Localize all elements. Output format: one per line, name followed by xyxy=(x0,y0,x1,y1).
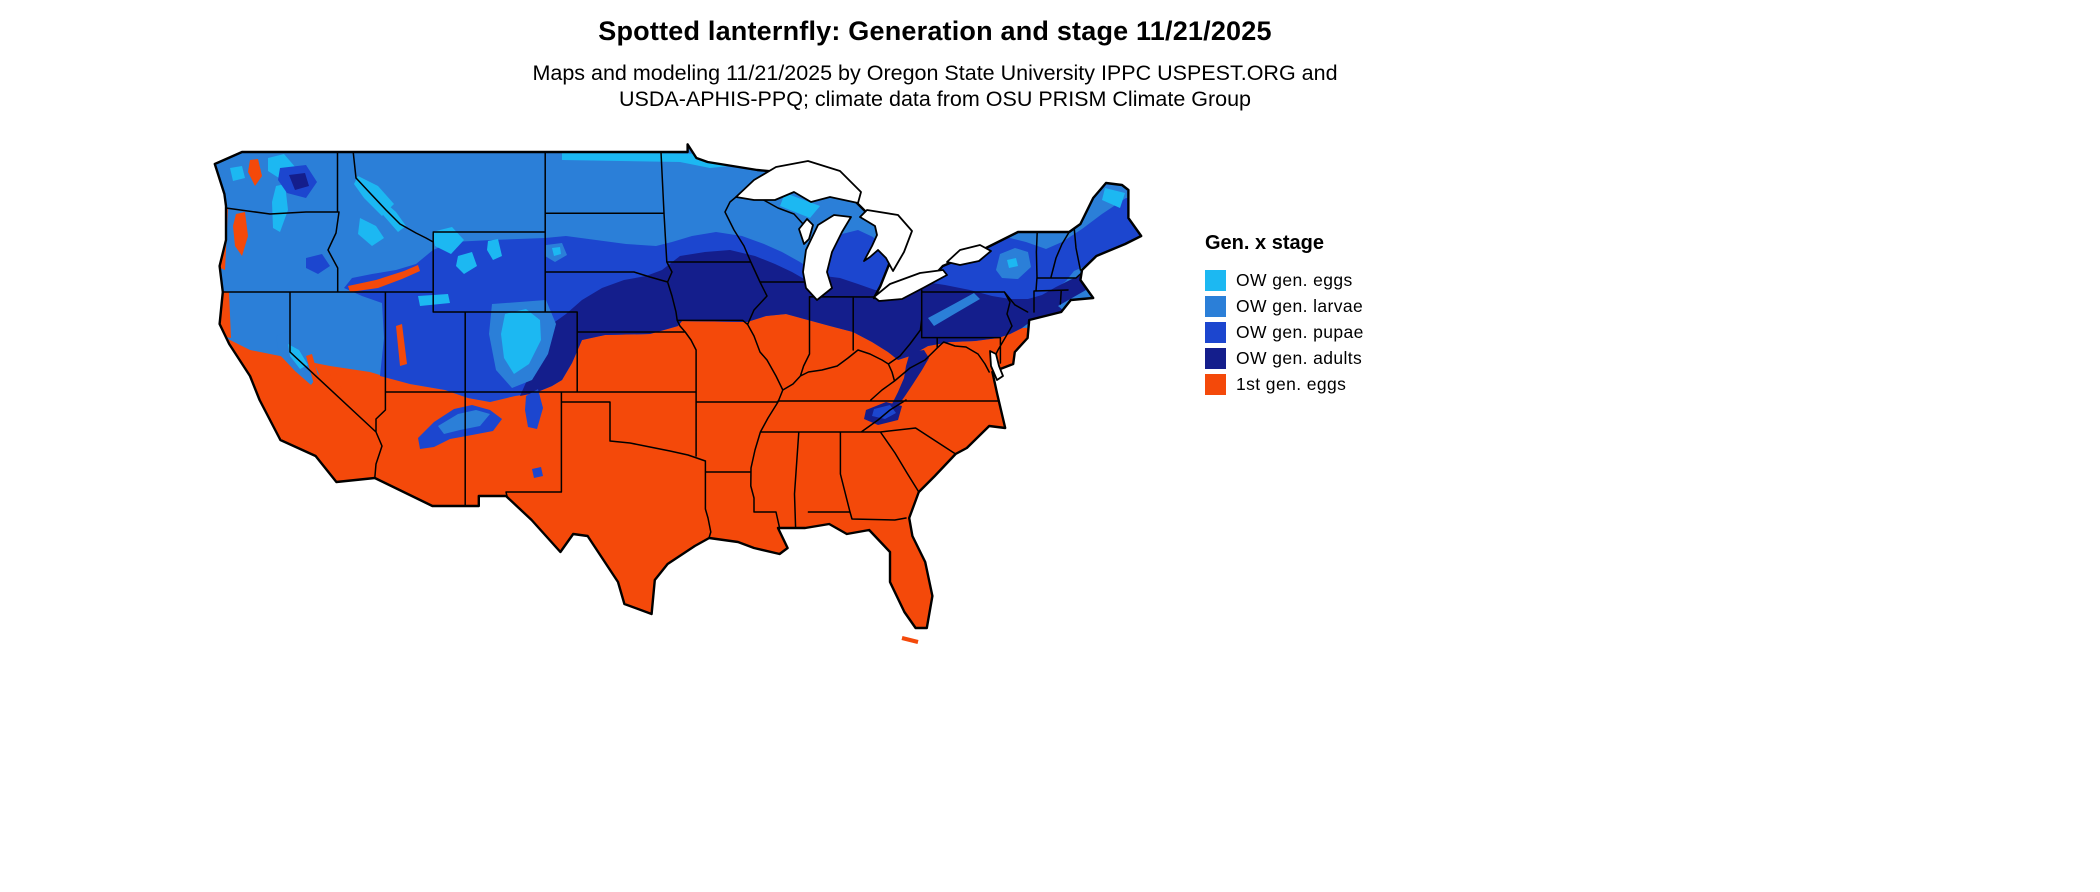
legend-item: OW gen. pupae xyxy=(1205,319,1364,345)
legend-swatch-ow-eggs xyxy=(1205,269,1226,291)
subtitle-line-1: Maps and modeling 11/21/2025 by Oregon S… xyxy=(532,61,1338,85)
chesapeake-bay xyxy=(989,350,1004,381)
legend-label: OW gen. adults xyxy=(1236,347,1363,368)
lake-superior xyxy=(735,160,862,204)
lake-erie xyxy=(873,269,948,302)
legend-swatch-ow-pupae xyxy=(1205,321,1226,343)
legend-item: OW gen. larvae xyxy=(1205,293,1364,319)
lake-ontario xyxy=(946,244,992,266)
lake-huron xyxy=(859,209,913,272)
subtitle-line-2: USDA-APHIS-PPQ; climate data from OSU PR… xyxy=(618,87,1252,111)
legend-label: OW gen. pupae xyxy=(1236,321,1364,342)
legend-item: 1st gen. eggs xyxy=(1205,371,1364,397)
map-region-appalachian-adults xyxy=(892,350,929,406)
legend-item: OW gen. eggs xyxy=(1205,267,1364,293)
lake-michigan xyxy=(802,214,852,301)
legend-swatch-first-eggs xyxy=(1205,373,1226,395)
us-map xyxy=(213,143,1143,644)
legend-title: Gen. x stage xyxy=(1205,232,1324,254)
legend-item: OW gen. adults xyxy=(1205,345,1364,371)
page-title: Spotted lanternfly: Generation and stage… xyxy=(598,16,1272,46)
legend-label: 1st gen. eggs xyxy=(1236,373,1347,394)
legend-label: OW gen. larvae xyxy=(1236,295,1364,316)
great-lakes xyxy=(735,160,1004,381)
map-region-ow-adults xyxy=(520,250,1092,396)
green-bay xyxy=(798,218,814,245)
florida-keys xyxy=(901,636,919,644)
legend: Gen. x stage OW gen. eggs OW gen. larvae… xyxy=(1205,232,1364,397)
legend-swatch-ow-adults xyxy=(1205,347,1226,369)
legend-swatch-ow-larvae xyxy=(1205,295,1226,317)
map-container xyxy=(210,138,1170,660)
figure-subtitle: Maps and modeling 11/21/2025 by Oregon S… xyxy=(0,60,1870,112)
legend-label: OW gen. eggs xyxy=(1236,269,1353,290)
